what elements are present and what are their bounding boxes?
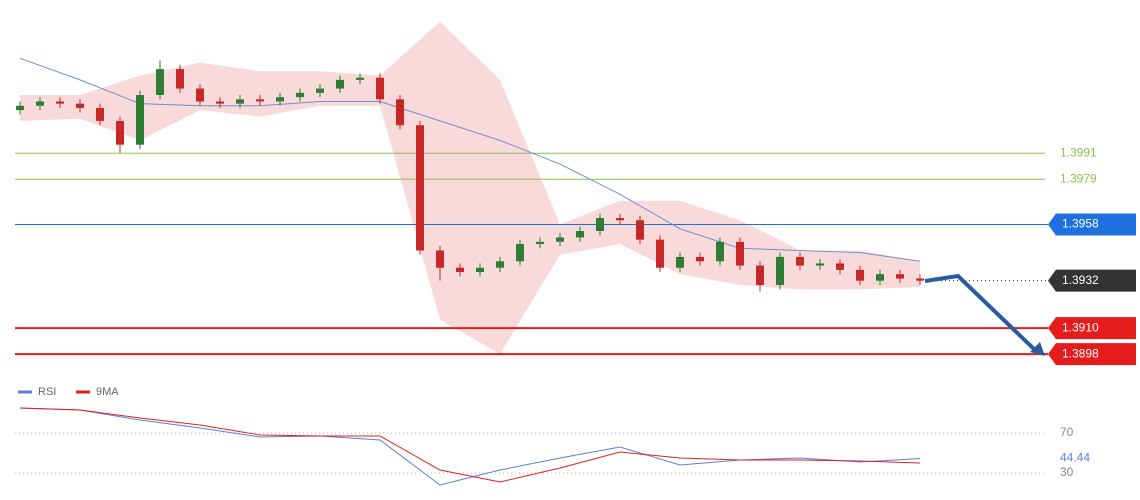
candle-body — [116, 120, 124, 145]
candle-body — [296, 92, 304, 98]
candle-body — [716, 241, 724, 262]
candle-body — [156, 69, 164, 95]
candle-body — [196, 88, 204, 102]
candle-body — [836, 263, 844, 270]
candle-body — [16, 105, 24, 111]
candle-body — [696, 256, 704, 262]
candle-body — [636, 220, 644, 240]
level-tag-label: 1.3932 — [1062, 273, 1099, 287]
candle-body — [176, 69, 184, 89]
candle-body — [36, 101, 44, 106]
candle-body — [376, 77, 384, 100]
candle-body — [576, 231, 584, 238]
level-label: 1.3991 — [1060, 145, 1097, 159]
candle-body — [596, 218, 604, 232]
candle-body — [436, 250, 444, 268]
candle-body — [916, 278, 924, 281]
level-label: 1.3979 — [1060, 171, 1097, 185]
candle-body — [336, 79, 344, 89]
bollinger-band — [20, 21, 920, 355]
background-layer — [15, 21, 1048, 356]
candle-body — [496, 261, 504, 268]
candle-body — [676, 256, 684, 268]
candle-body — [356, 77, 364, 80]
level-tag — [1048, 317, 1136, 340]
candle-body — [256, 99, 264, 102]
level-tag — [1048, 269, 1136, 292]
candle-body — [56, 101, 64, 104]
candle-body — [416, 125, 424, 251]
level-tag-label: 1.3958 — [1062, 217, 1099, 231]
candle-body — [76, 103, 84, 108]
legend-label: 9MA — [96, 386, 119, 398]
candle-body — [756, 265, 764, 285]
y-tick-label: 30 — [1060, 465, 1074, 479]
forecast-arrow — [924, 273, 1037, 352]
candle-body — [876, 274, 884, 281]
level-tag — [1048, 343, 1136, 366]
candle-body — [516, 243, 524, 262]
candle-body — [316, 88, 324, 93]
candle-body — [656, 239, 664, 268]
candle-body — [216, 101, 224, 104]
moving-average — [19, 57, 921, 262]
candle-body — [796, 256, 804, 266]
candle-body — [536, 241, 544, 244]
candle-body — [456, 267, 464, 273]
candle-body — [136, 95, 144, 145]
forecast-arrowhead — [1030, 342, 1045, 356]
legend-label: RSI — [38, 386, 56, 398]
y-tick-label: 70 — [1060, 425, 1074, 439]
candle-body — [896, 274, 904, 279]
candle-body — [616, 218, 624, 221]
candle-body — [236, 99, 244, 104]
candle-body — [776, 256, 784, 285]
candle-body — [556, 237, 564, 242]
candle-body — [476, 267, 484, 273]
level-tag — [1048, 213, 1136, 236]
candle-body — [736, 241, 744, 266]
candle-body — [856, 269, 864, 281]
level-tag-label: 1.3898 — [1062, 346, 1099, 360]
candle-body — [276, 97, 284, 102]
indicator-line — [19, 407, 921, 483]
candle-body — [816, 263, 824, 266]
indicator-line — [19, 407, 921, 486]
level-tag-label: 1.3910 — [1062, 320, 1099, 334]
candle-body — [396, 99, 404, 126]
last-value-label: 44.44 — [1060, 451, 1090, 465]
candle-body — [96, 107, 104, 121]
